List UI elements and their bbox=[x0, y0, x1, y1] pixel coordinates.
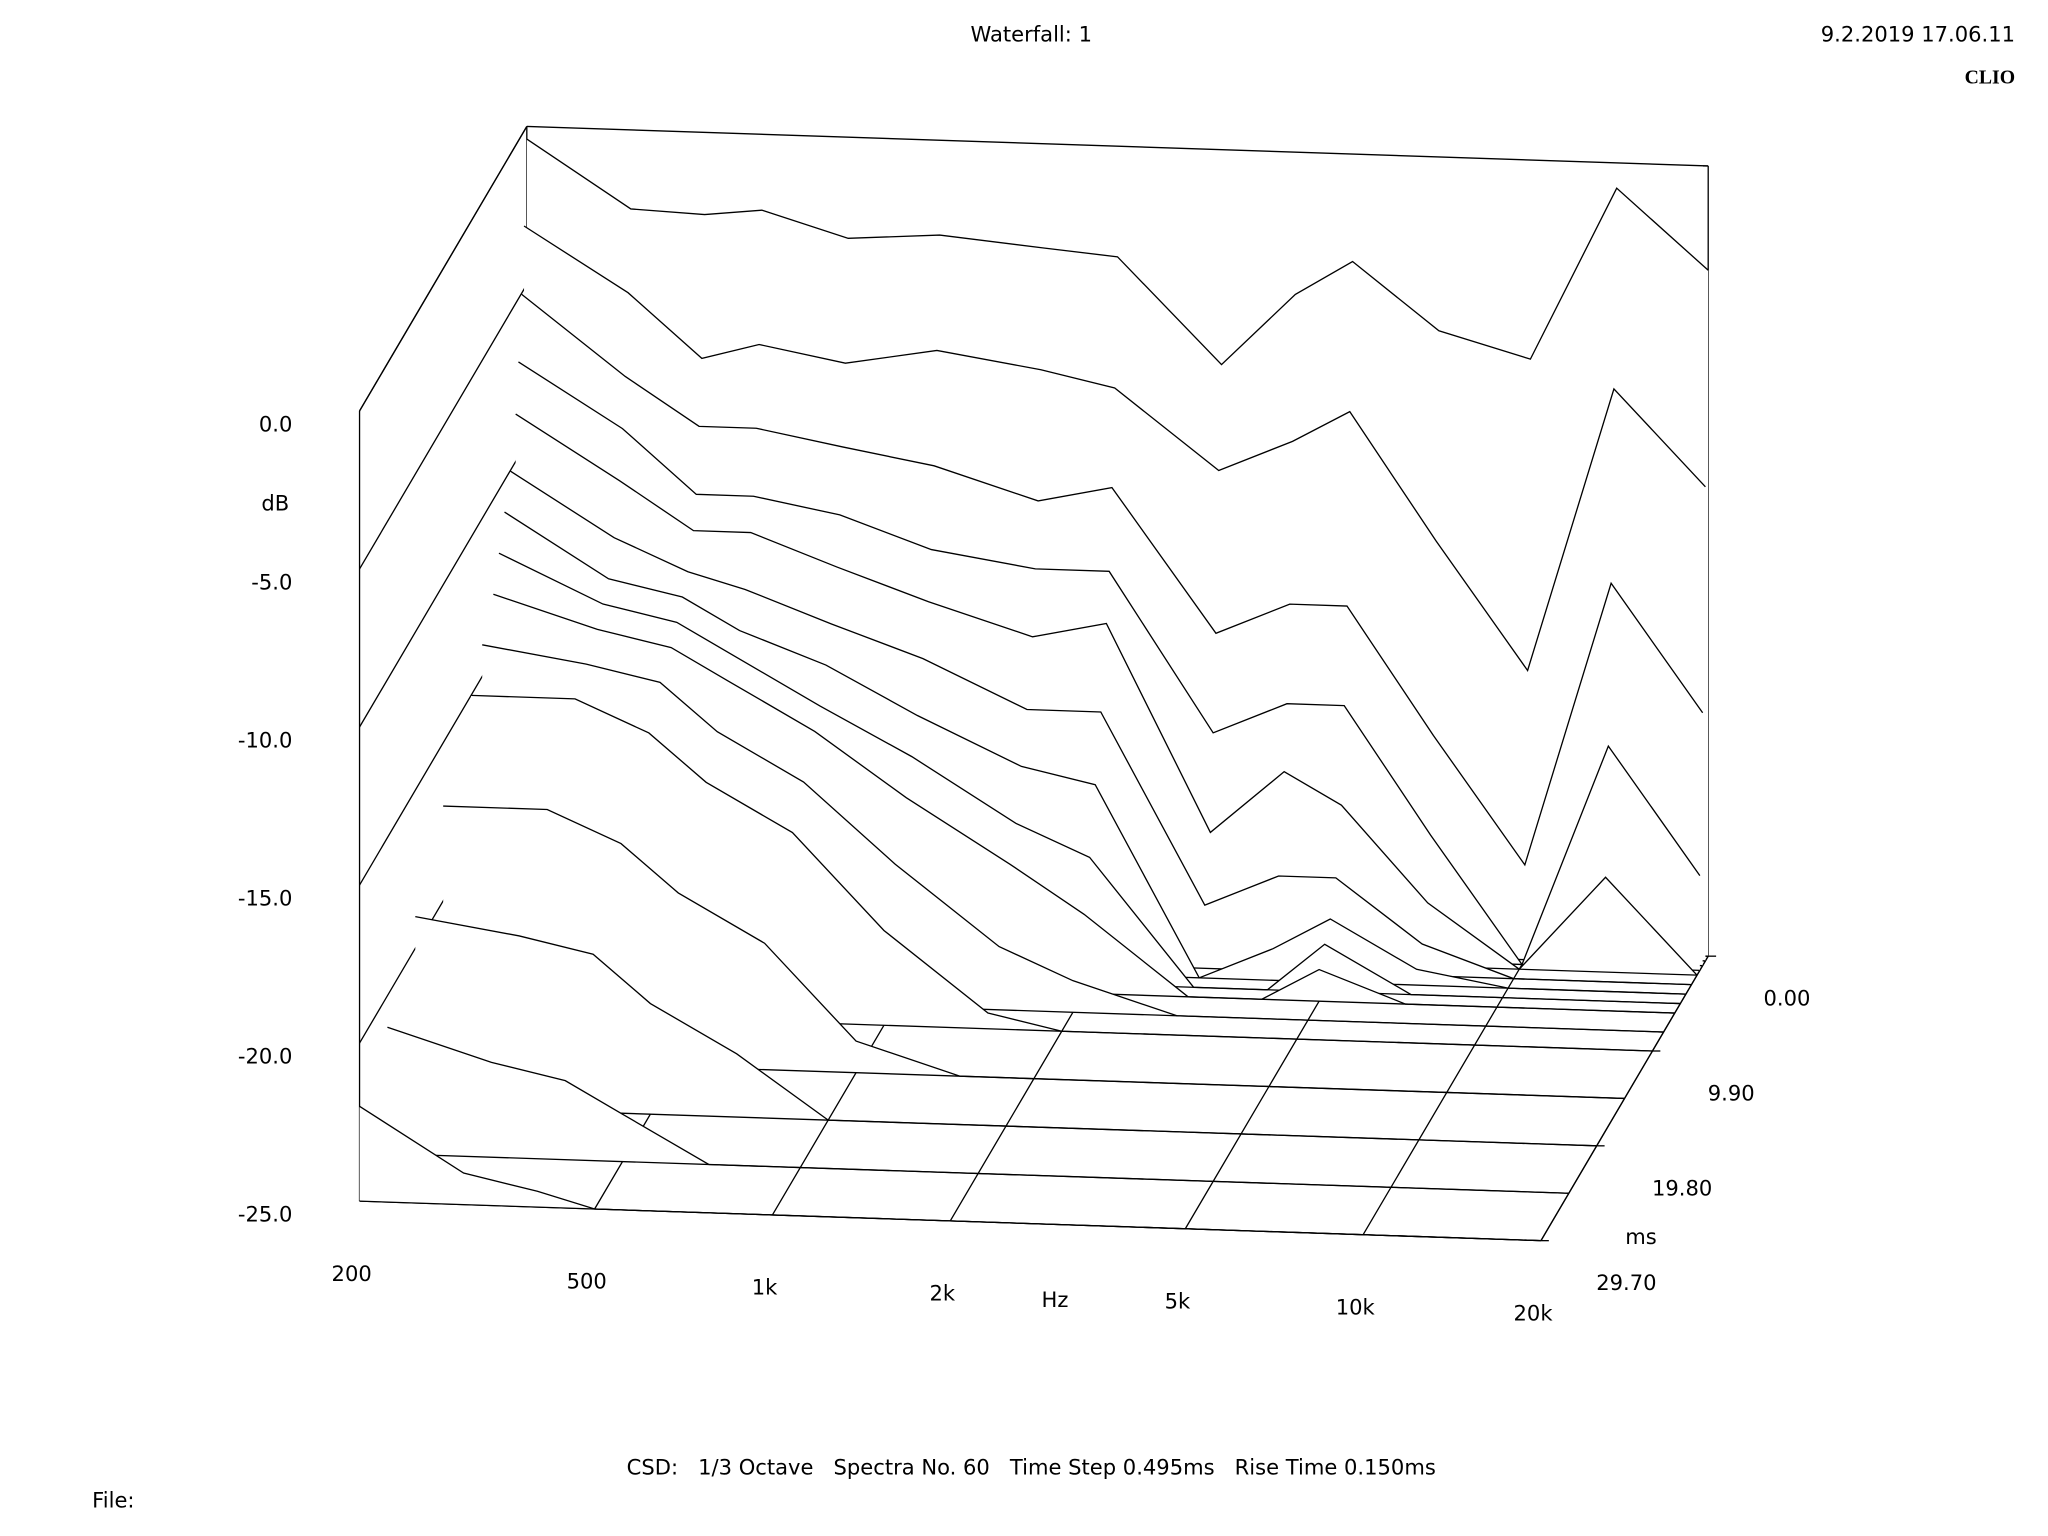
x-axis-title: Hz bbox=[1041, 1287, 1068, 1312]
spectrum-line bbox=[523, 225, 1706, 672]
footer: CSD: 1/3 Octave Spectra No. 60 Time Step… bbox=[627, 1455, 1436, 1480]
spectrum-line bbox=[509, 470, 1692, 986]
spectrum-line bbox=[415, 916, 1597, 1147]
z-tick-label: 0.00 bbox=[1764, 986, 1811, 1011]
grid-line bbox=[358, 284, 528, 570]
slice-mask bbox=[443, 806, 1625, 1099]
y-tick-label: -10.0 bbox=[238, 727, 292, 752]
spectrum-line bbox=[482, 644, 1664, 1033]
spectrum-line bbox=[518, 361, 1701, 966]
spectrum-line bbox=[471, 694, 1653, 1052]
chart-title: Waterfall: 1 bbox=[971, 22, 1092, 47]
grid-line bbox=[358, 126, 528, 412]
slice-mask bbox=[387, 1027, 1569, 1194]
y-tick-label: 0.0 bbox=[259, 411, 293, 436]
x-tick-label: 2k bbox=[930, 1281, 956, 1306]
spectrum-line bbox=[498, 552, 1681, 1005]
spectrum-line bbox=[520, 293, 1704, 867]
spectrum-line bbox=[504, 511, 1686, 995]
brand: CLIO bbox=[1965, 67, 2015, 89]
spectrum-line bbox=[493, 593, 1675, 1014]
y-tick-label: -15.0 bbox=[238, 886, 292, 911]
z-axis-title: ms bbox=[1625, 1224, 1657, 1249]
spectrum-line bbox=[387, 1026, 1569, 1194]
y-tick-label: -20.0 bbox=[238, 1044, 292, 1069]
z-tick-label: 29.70 bbox=[1596, 1270, 1656, 1295]
slice-mask bbox=[415, 916, 1597, 1146]
y-tick-label: -5.0 bbox=[251, 569, 292, 594]
x-tick-label: 20k bbox=[1514, 1300, 1554, 1325]
frame-edge bbox=[526, 125, 1709, 167]
z-tick-label: 19.80 bbox=[1652, 1175, 1712, 1200]
x-tick-label: 500 bbox=[567, 1269, 607, 1294]
x-tick-label: 10k bbox=[1336, 1294, 1376, 1319]
spectrum-line bbox=[359, 1105, 1541, 1242]
timestamp: 9.2.2019 17.06.11 bbox=[1821, 22, 2015, 47]
spectrum-line bbox=[443, 805, 1625, 1100]
grid-line bbox=[358, 442, 528, 728]
x-tick-label: 200 bbox=[332, 1261, 372, 1286]
spectrum-line bbox=[526, 138, 1709, 366]
x-tick-label: 1k bbox=[752, 1275, 778, 1300]
x-tick-label: 5k bbox=[1165, 1289, 1191, 1314]
y-axis-title: dB bbox=[261, 490, 289, 515]
spectrum-line bbox=[515, 413, 1698, 976]
file-label: File: bbox=[92, 1487, 134, 1512]
z-tick-label: 9.90 bbox=[1708, 1080, 1755, 1105]
y-tick-label: -25.0 bbox=[238, 1202, 292, 1227]
